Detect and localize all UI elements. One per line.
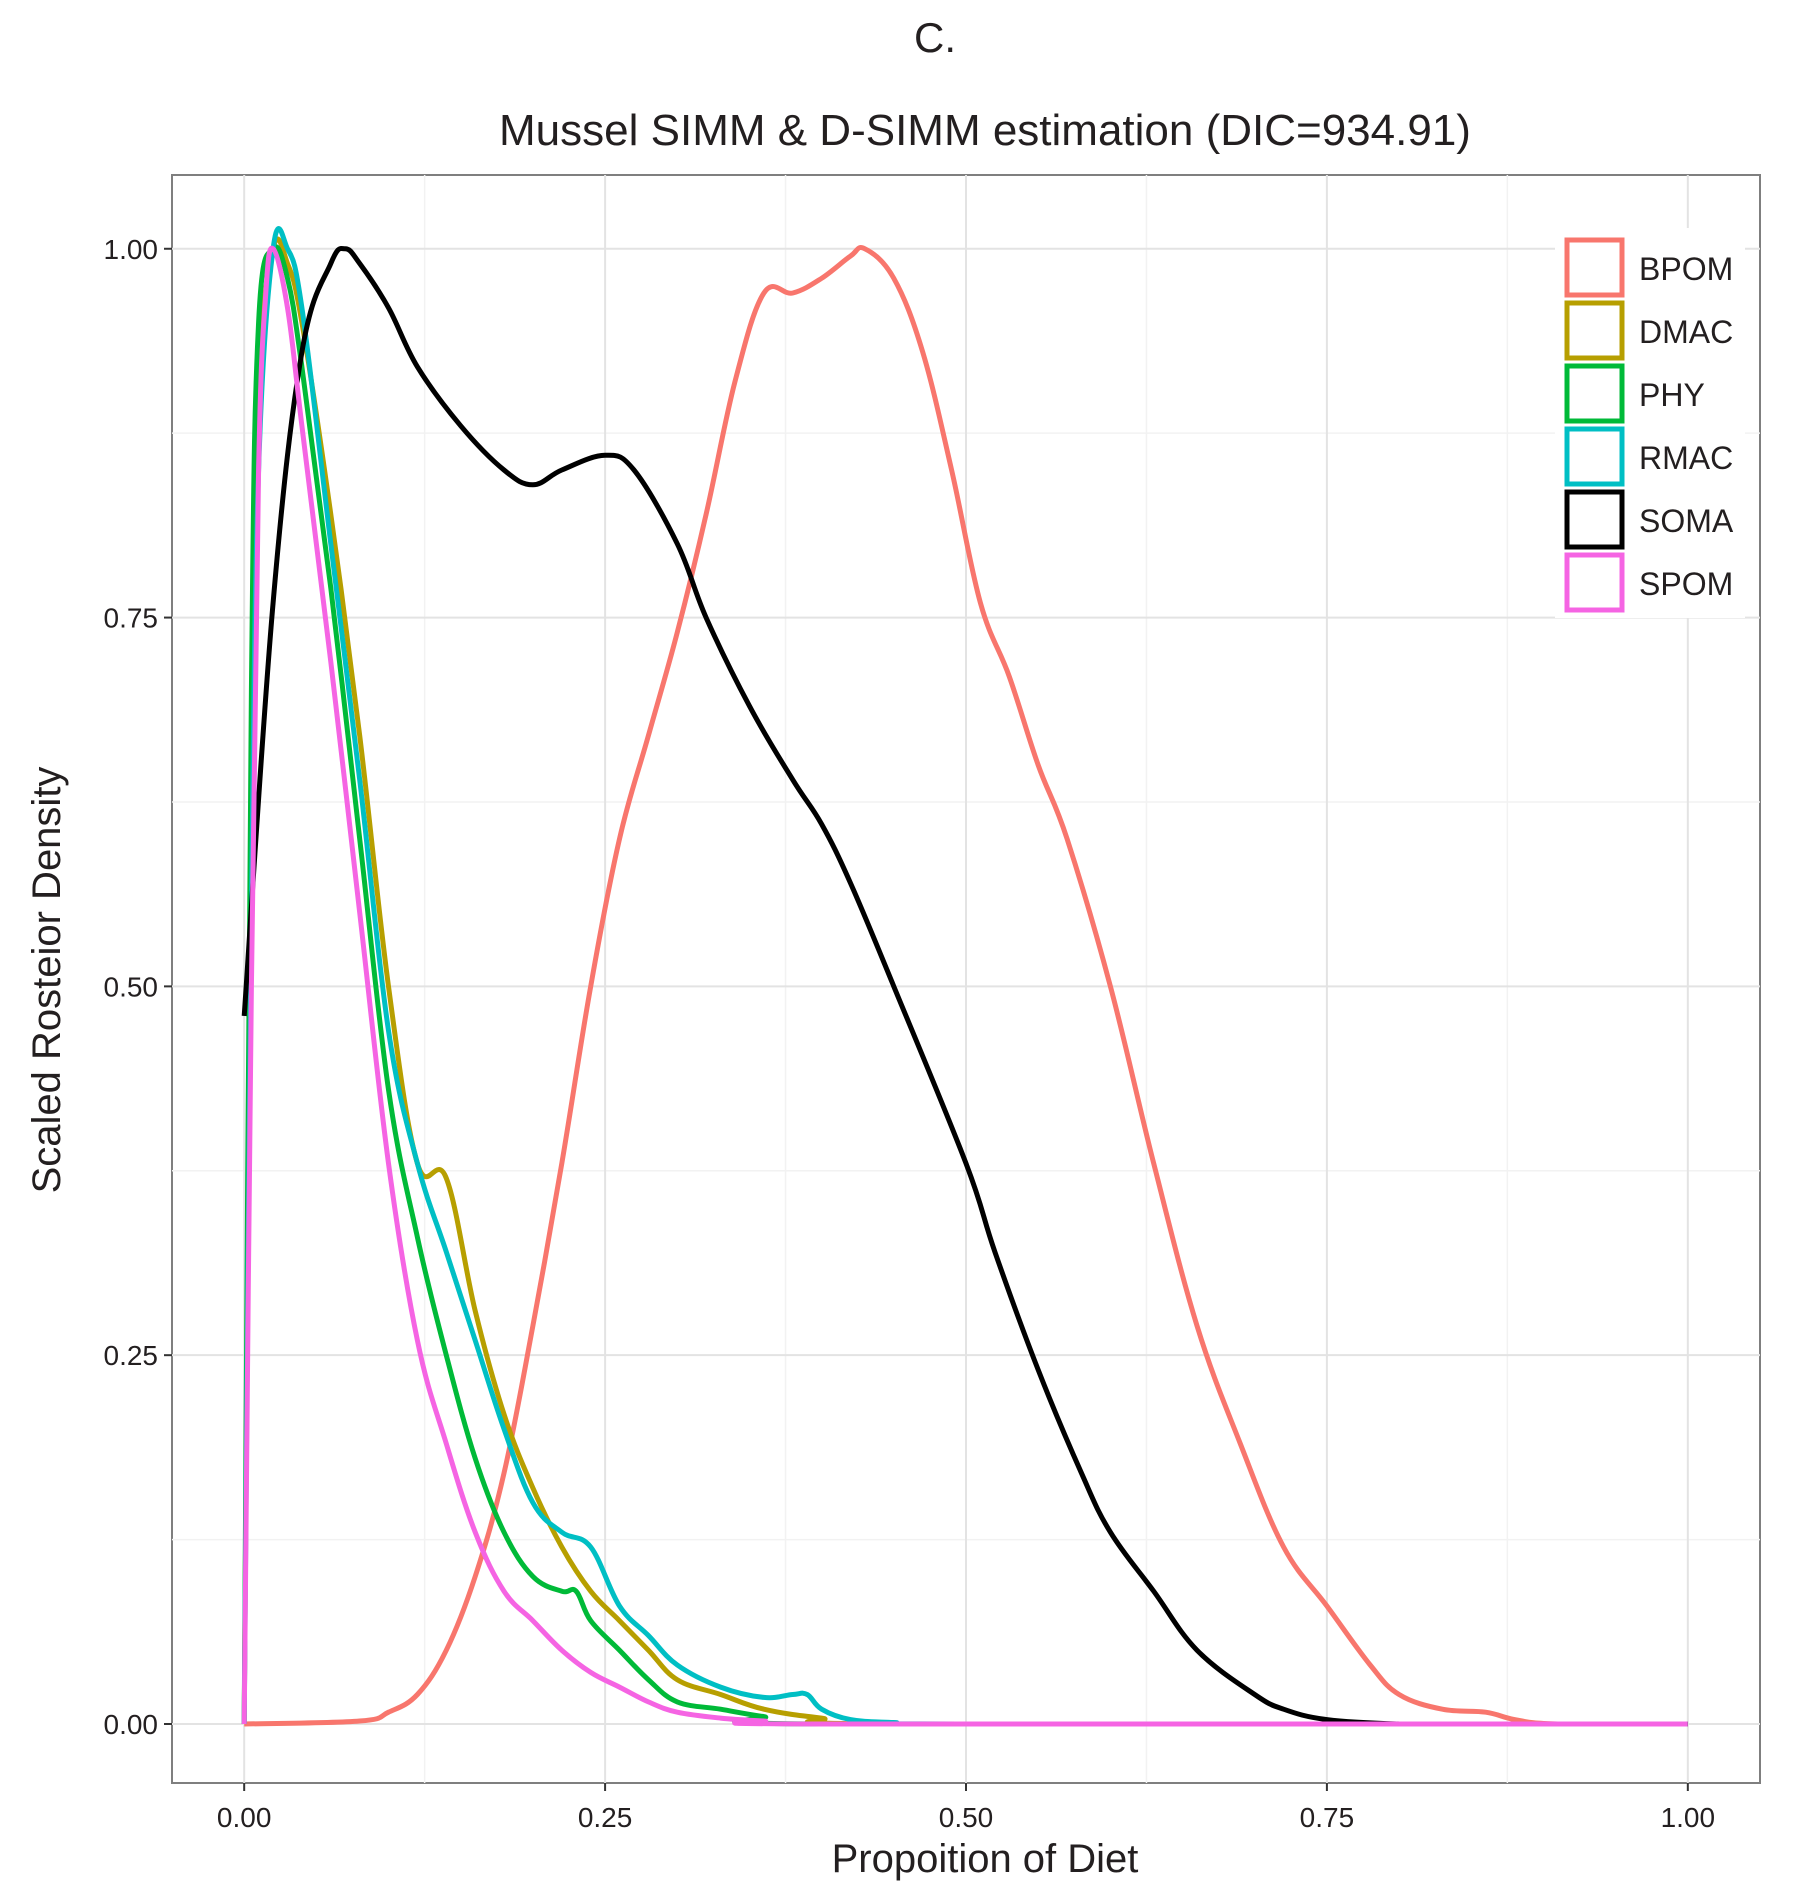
- legend-key-phy: [1564, 363, 1625, 424]
- series-lines: [241, 225, 1688, 1727]
- series-line-phy: [241, 244, 1688, 1727]
- series-line-bpom: [244, 245, 1688, 1727]
- x-tick-label: 0.75: [1300, 1802, 1355, 1833]
- legend-key-rmac: [1564, 426, 1625, 487]
- x-tick-label: 1.00: [1661, 1802, 1716, 1833]
- legend-label-dmac: DMAC: [1639, 314, 1733, 350]
- panel-letter: C.: [914, 14, 956, 61]
- legend-key-spom: [1564, 552, 1625, 613]
- legend-key-bpom: [1564, 237, 1625, 298]
- legend-label-spom: SPOM: [1639, 566, 1733, 602]
- legend-label-rmac: RMAC: [1639, 440, 1733, 476]
- series-line-spom: [241, 245, 1688, 1727]
- legend-label-soma: SOMA: [1639, 503, 1734, 539]
- x-tick-label: 0.25: [578, 1802, 633, 1833]
- y-tick-label: 0.25: [104, 1340, 159, 1371]
- series-line-soma: [241, 245, 1688, 1727]
- x-tick-label: 0.50: [939, 1802, 994, 1833]
- y-axis-title: Scaled Rosteior Density: [25, 767, 69, 1194]
- chart-title: Mussel SIMM & D-SIMM estimation (DIC=934…: [499, 106, 1471, 155]
- y-tick-label: 0.75: [104, 603, 159, 634]
- y-tick-label: 0.50: [104, 971, 159, 1002]
- plot-panel: [171, 174, 1761, 1784]
- legend-label-phy: PHY: [1639, 377, 1705, 413]
- legend-label-bpom: BPOM: [1639, 251, 1733, 287]
- legend: BPOM DMAC PHY RMAC SOMA SPOM: [1555, 228, 1745, 618]
- legend-key-dmac: [1564, 300, 1625, 361]
- y-tick-label: 0.00: [104, 1709, 159, 1740]
- y-axis: 0.00 0.25 0.50 0.75 1.00: [104, 234, 172, 1740]
- legend-key-soma: [1564, 489, 1625, 550]
- x-axis: 0.00 0.25 0.50 0.75 1.00: [217, 1783, 1715, 1833]
- x-axis-title: Propoition of Diet: [832, 1837, 1139, 1881]
- y-tick-label: 1.00: [104, 234, 159, 265]
- x-tick-label: 0.00: [217, 1802, 272, 1833]
